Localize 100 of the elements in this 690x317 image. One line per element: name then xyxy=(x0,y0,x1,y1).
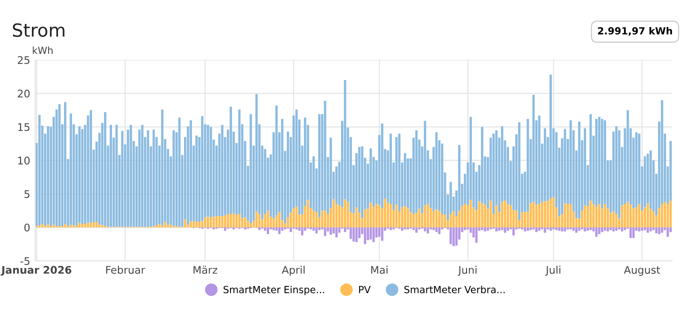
legend-label: SmartMeter Verbra... xyxy=(404,286,505,294)
bar xyxy=(235,214,238,228)
bar xyxy=(650,227,652,232)
bar xyxy=(530,203,532,228)
bar xyxy=(224,215,226,228)
bar xyxy=(478,201,480,228)
bar xyxy=(190,120,192,222)
bar xyxy=(481,227,484,230)
bar xyxy=(655,227,658,234)
bar xyxy=(618,130,620,219)
bar xyxy=(630,204,632,228)
bar xyxy=(206,216,210,228)
bar xyxy=(538,116,540,204)
x-tick-label: August xyxy=(624,266,660,276)
bar xyxy=(238,109,241,214)
bar xyxy=(190,221,192,228)
bar xyxy=(278,227,281,234)
bar xyxy=(321,210,324,228)
bar xyxy=(64,224,66,228)
bar xyxy=(595,118,598,207)
bar xyxy=(352,227,355,242)
bar xyxy=(281,118,284,220)
bar xyxy=(370,202,372,228)
bar xyxy=(204,217,206,228)
bar xyxy=(530,227,532,230)
bar xyxy=(81,128,84,224)
y-tick-label: 10 xyxy=(18,156,30,165)
bar xyxy=(570,204,572,228)
bar xyxy=(46,224,50,228)
bar xyxy=(201,220,204,228)
bar xyxy=(390,227,392,230)
bar xyxy=(426,204,430,228)
bar xyxy=(161,109,164,226)
bar xyxy=(381,227,384,241)
bar xyxy=(318,114,320,218)
bar xyxy=(615,227,618,231)
bar xyxy=(441,214,444,228)
bar xyxy=(172,130,175,226)
bar xyxy=(646,203,649,228)
bar xyxy=(272,218,275,228)
bar xyxy=(520,212,524,228)
bar xyxy=(658,227,660,234)
bar xyxy=(444,214,446,228)
bar xyxy=(575,227,578,233)
bar xyxy=(441,144,444,214)
x-tick-label: Januar 2026 xyxy=(0,266,72,276)
bar xyxy=(546,200,549,228)
bar xyxy=(372,227,375,242)
bar xyxy=(669,140,672,201)
bar xyxy=(666,204,669,228)
bar xyxy=(660,227,664,233)
bar xyxy=(401,227,404,231)
bar xyxy=(615,214,618,228)
bar xyxy=(500,202,504,228)
bar xyxy=(141,124,144,227)
bar xyxy=(210,126,212,218)
bar xyxy=(130,124,132,227)
bar xyxy=(638,204,640,228)
bar xyxy=(221,124,224,216)
y-axis-title: kWh xyxy=(32,46,53,54)
bar xyxy=(550,227,552,231)
bar xyxy=(550,74,552,199)
bar xyxy=(666,227,669,237)
bar xyxy=(418,208,420,228)
bar xyxy=(595,227,598,237)
bar xyxy=(401,207,404,228)
bar xyxy=(241,218,244,228)
bar xyxy=(84,224,86,228)
y-tick-label: 0 xyxy=(24,224,30,232)
bar xyxy=(558,227,560,231)
bar xyxy=(506,227,509,231)
bar xyxy=(606,227,609,232)
bar xyxy=(90,110,92,223)
bar xyxy=(104,112,106,226)
bar xyxy=(258,227,261,230)
bar xyxy=(470,200,472,228)
bar xyxy=(438,210,440,228)
bar xyxy=(481,126,484,204)
bar xyxy=(538,227,540,231)
bar xyxy=(630,227,632,238)
bar xyxy=(52,224,55,228)
bar xyxy=(381,124,384,208)
bar xyxy=(158,224,161,228)
bar xyxy=(586,227,589,231)
x-tick-label: April xyxy=(282,266,305,276)
bar xyxy=(212,216,215,228)
text: 2.991,97 kWh xyxy=(598,26,672,36)
bar xyxy=(278,212,281,228)
bar xyxy=(504,227,506,233)
bar xyxy=(272,227,275,230)
bar xyxy=(370,227,372,240)
bar xyxy=(590,200,592,228)
y-tick-label: 20 xyxy=(18,90,30,98)
bar xyxy=(210,217,212,228)
bar xyxy=(184,219,186,228)
bar xyxy=(486,227,489,231)
bar xyxy=(258,214,261,228)
bar xyxy=(540,202,544,228)
bar xyxy=(658,208,660,228)
bar xyxy=(312,210,315,228)
